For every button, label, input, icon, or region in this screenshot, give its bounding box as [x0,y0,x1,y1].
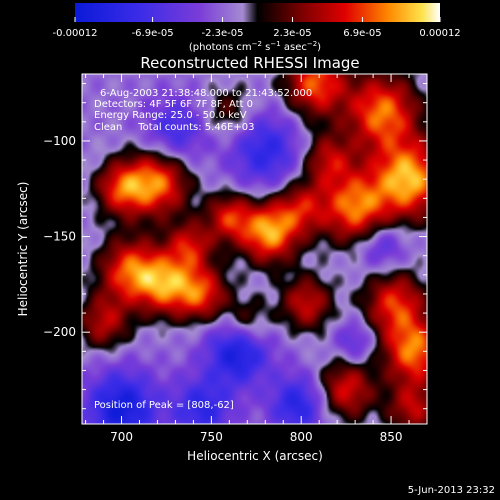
annotation-energy-range: Energy Range: 25.0 - 50.0 keV [94,110,247,121]
colorbar-tick-label: 0.00012 [419,28,460,39]
colorbar-tick-label: -2.3e-05 [202,28,244,39]
x-tick-label: 700 [110,430,133,444]
annotation-time-range: 6-Aug-2003 21:38:48.000 to 21:43:52.000 [100,88,312,99]
y-tick-label: −150 [43,230,76,244]
plot-frame [81,73,428,425]
colorbar-units: (photons cm−2 s−1 asec−2) [189,40,321,53]
y-axis-ticks: −100 −150 −200 [43,83,427,410]
info-annotation: 6-Aug-2003 21:38:48.000 to 21:43:52.000 … [94,88,312,133]
x-tick-label: 750 [200,430,223,444]
x-axis-label: Heliocentric X (arcsec) [187,449,323,463]
x-tick-label: 800 [290,430,313,444]
colorbar-tick-label: -6.9e-05 [132,28,174,39]
annotation-clean-counts: Clean Total counts: 5.46E+03 [94,122,254,133]
colorbar: -0.00012 -6.9e-05 -2.3e-05 2.3e-05 6.9e-05 0.… [53,3,461,53]
y-axis-label: Heliocentric Y (arcsec) [16,182,30,317]
peak-position-label: Position of Peak = [808,-62] [94,400,234,411]
plot-timestamp: 5-Jun-2013 23:32 [408,485,495,496]
annotation-detectors: Detectors: 4F 5F 6F 7F 8F, Att 0 [94,99,253,110]
chart-title: Reconstructed RHESSI Image [140,54,359,72]
y-tick-label: −100 [43,134,76,148]
heatmap-image [82,74,427,424]
colorbar-tick-label: 2.3e-05 [273,28,311,39]
colorbar-tick-label: -0.00012 [53,28,98,39]
x-axis-ticks: 700 750 800 850 [85,74,428,444]
x-tick-label: 850 [380,430,403,444]
colorbar-bar [75,3,440,22]
y-tick-label: −200 [43,325,76,339]
colorbar-tick-label: 6.9e-05 [343,28,381,39]
colorbar-ticks: -0.00012 -6.9e-05 -2.3e-05 2.3e-05 6.9e-05 0.… [53,17,461,39]
